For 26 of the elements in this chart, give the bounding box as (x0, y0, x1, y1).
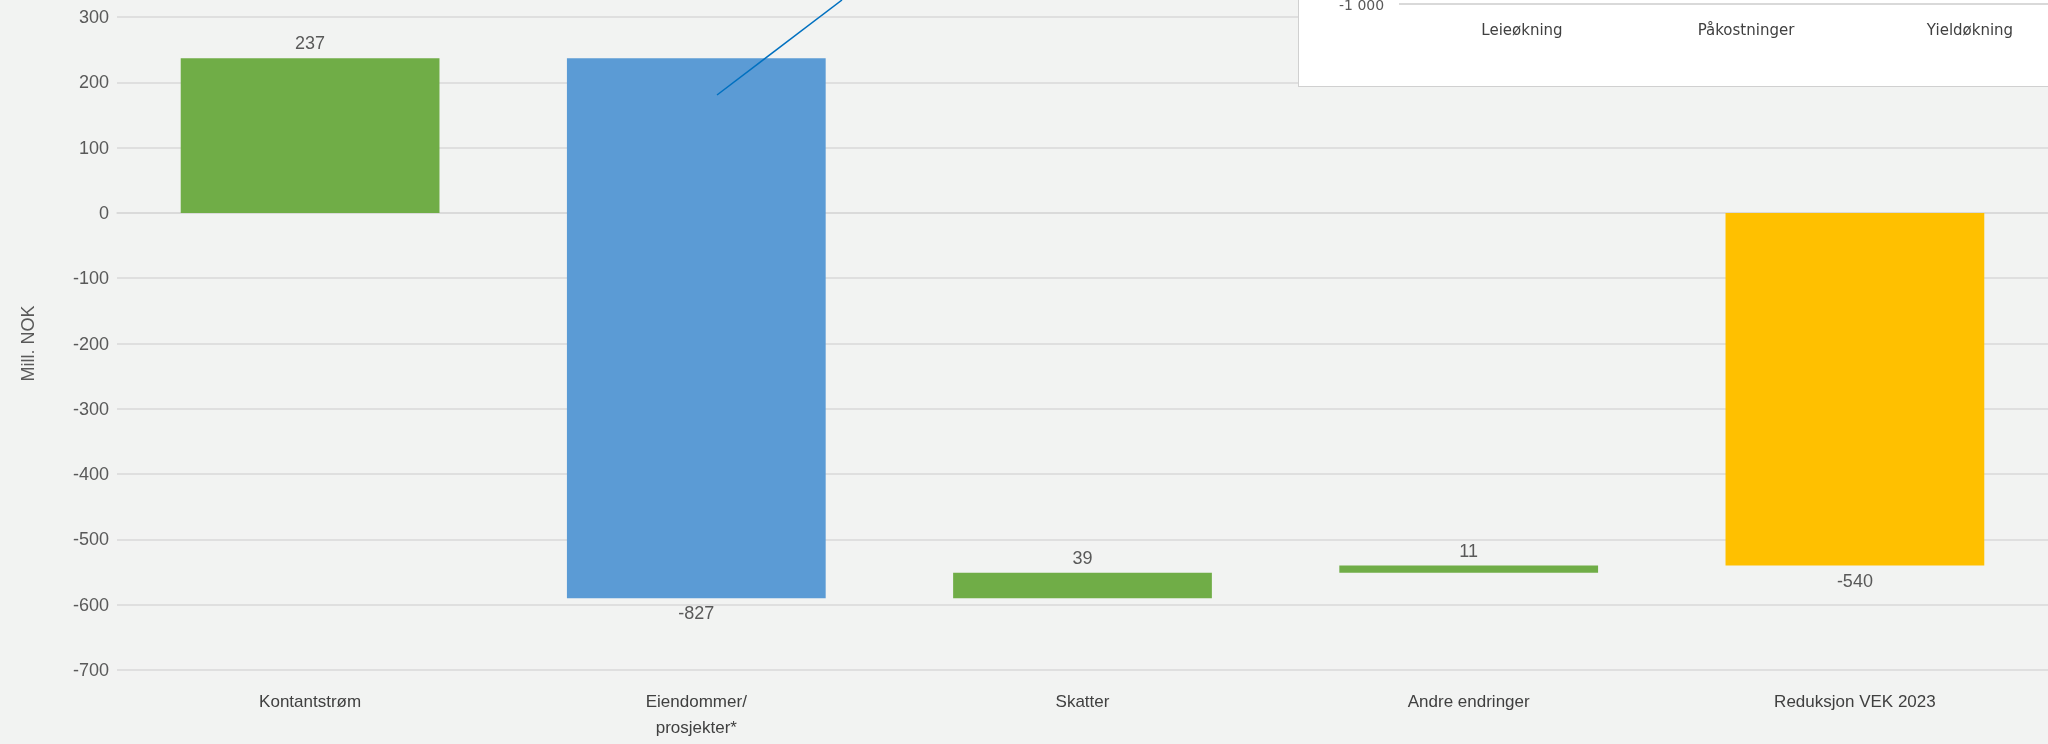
y-tick-label: -100 (72, 268, 109, 289)
y-tick-label: 0 (98, 202, 109, 223)
y-tick-label: 200 (78, 72, 109, 93)
data-label: -540 (1836, 570, 1873, 591)
y-tick-label: -700 (72, 660, 109, 680)
y-tick-label: -400 (72, 464, 109, 485)
category-label: Leieøkning (1481, 21, 1563, 39)
category-label: Påkostninger (1697, 21, 1795, 39)
x-tick-label: Reduksjon VEK 2023 (1774, 691, 1936, 711)
y-tick-label: 100 (78, 137, 109, 158)
x-tick-label: Andre endringer (1407, 691, 1530, 711)
y-tick-label: -600 (72, 594, 109, 615)
y-axis-title: Mill. NOK (18, 305, 38, 382)
data-label: -827 (678, 603, 715, 624)
y-tick-label: 300 (78, 7, 109, 27)
data-label: 39 (1072, 547, 1093, 568)
x-tick-label: Kontantstrøm (259, 691, 362, 711)
x-tick-label: Skatter (1055, 691, 1110, 711)
text: -1 000 (1339, 0, 1385, 13)
y-tick-label: -300 (72, 398, 109, 419)
category-label: Yieldøkning (1926, 21, 2014, 39)
data-label: 11 (1459, 540, 1479, 561)
y-tick-label: -500 (72, 529, 109, 550)
x-tick-label: Eiendommer/ prosjekter* (645, 691, 748, 737)
y-tick-label: -200 (72, 333, 109, 354)
data-label: 237 (295, 33, 326, 54)
